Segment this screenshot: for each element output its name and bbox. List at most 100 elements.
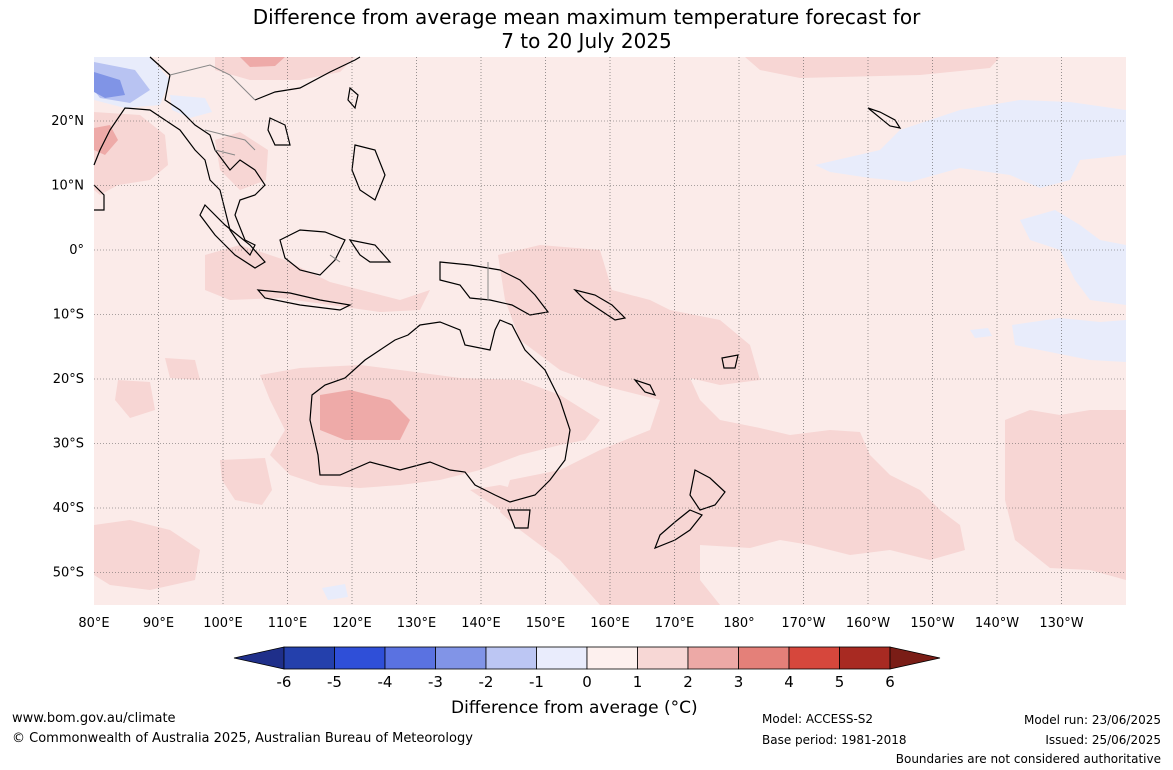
lat-tick-label: 20°N xyxy=(51,114,84,129)
anomaly-region-light-red xyxy=(165,358,200,380)
lon-tick-label: 80°E xyxy=(78,616,109,631)
anomaly-region-light-red xyxy=(220,458,272,505)
lat-tick-label: 10°S xyxy=(53,308,84,323)
lon-tick-label: 140°W xyxy=(975,616,1019,631)
colorbar-segment xyxy=(839,646,891,670)
coastlines xyxy=(93,56,902,550)
lat-tick-label: 10°N xyxy=(51,179,84,194)
anomaly-region-light-red xyxy=(115,380,155,418)
lon-tick-label: 150°W xyxy=(910,616,954,631)
model-name: Model: ACCESS-S2 xyxy=(762,712,874,726)
asia-coastline xyxy=(93,56,266,257)
map-area xyxy=(93,56,1126,605)
colorbar-segment xyxy=(435,646,487,670)
lat-tick-label: 50°S xyxy=(53,566,84,581)
lon-tick-label: 110°E xyxy=(268,616,308,631)
anomaly-region-light-blue xyxy=(815,100,1126,188)
anomaly-region-light-red xyxy=(1005,410,1126,580)
nz-north-island xyxy=(689,469,726,511)
colorbar-segment xyxy=(586,646,638,670)
anomaly-region-light-red xyxy=(94,520,200,590)
chart-title-line1: Difference from average mean maximum tem… xyxy=(252,5,921,29)
colorbar-tick: 5 xyxy=(835,673,845,691)
colorbar-tick: -5 xyxy=(327,673,342,691)
colorbar-tick: -3 xyxy=(428,673,443,691)
axis-labels: 80°E 90°E 100°E 110°E 120°E 130°E 140°E 150°E 16… xyxy=(51,114,1084,631)
lon-tick-label: 120°E xyxy=(332,616,372,631)
java-coastline xyxy=(256,289,352,311)
solomon-islands xyxy=(573,288,627,321)
lat-tick-label: 40°S xyxy=(53,501,84,516)
boundary-disclaimer: Boundaries are not considered authoritat… xyxy=(895,752,1161,766)
model-run-date: Model run: 23/06/2025 xyxy=(1023,713,1161,727)
anomaly-region-light-red xyxy=(205,245,430,312)
china-coastline xyxy=(254,56,361,101)
new-caledonia xyxy=(633,378,657,396)
lat-tick-label: 0° xyxy=(69,243,84,258)
lat-tick-label: 20°S xyxy=(53,372,84,387)
anomaly-region-light-blue xyxy=(1020,210,1126,305)
anomaly-region-light-red xyxy=(498,245,965,605)
lon-tick-label: 170°E xyxy=(655,616,695,631)
colorbar-segment xyxy=(738,646,790,670)
colorbar-label: Difference from average (°C) xyxy=(451,698,698,718)
border-line xyxy=(204,129,256,151)
colorbar-tick: 4 xyxy=(784,673,794,691)
country-borders xyxy=(169,64,489,300)
issued-date: Issued: 25/06/2025 xyxy=(1045,733,1161,747)
colorbar-tick-labels: -6 -5 -4 -3 -2 -1 0 1 2 3 4 5 6 xyxy=(277,673,895,691)
anomaly-region-light-red xyxy=(745,57,1000,78)
website-link[interactable]: www.bom.gov.au/climate xyxy=(12,711,176,726)
colorbar-tick: -4 xyxy=(378,673,393,691)
colorbar-arrow-low xyxy=(233,646,285,670)
tasmania-coastline xyxy=(507,509,531,529)
anomaly-region-mid-red xyxy=(240,57,285,67)
forecast-map: 80°E 90°E 100°E 110°E 120°E 130°E 140°E 150°E 16… xyxy=(51,56,1126,691)
border-line xyxy=(214,149,236,156)
colorbar-segment xyxy=(788,646,840,670)
anomaly-region-mid-red xyxy=(320,390,410,440)
anomaly-region-mid-red xyxy=(94,125,118,155)
lon-tick-label: 160°E xyxy=(590,616,630,631)
hainan-coastline xyxy=(267,117,291,146)
lat-tick-label: 30°S xyxy=(53,437,84,452)
sumatra-coastline xyxy=(199,203,266,269)
base-period: Base period: 1981-2018 xyxy=(762,733,907,747)
lon-tick-label: 90°E xyxy=(143,616,174,631)
colorbar-tick: 3 xyxy=(734,673,744,691)
borneo-coastline xyxy=(279,229,346,276)
colorbar xyxy=(233,646,941,670)
philippines-coastline xyxy=(351,144,386,201)
colorbar-tick: 1 xyxy=(633,673,643,691)
colorbar-segment xyxy=(485,646,537,670)
new-guinea-coastline xyxy=(439,261,550,316)
colorbar-tick: -6 xyxy=(277,673,292,691)
australia-coastline xyxy=(309,319,571,503)
anomaly-regions xyxy=(94,57,1126,605)
colorbar-tick: 2 xyxy=(683,673,693,691)
sri-lanka-coastline xyxy=(93,184,105,211)
lon-tick-label: 150°E xyxy=(526,616,566,631)
colorbar-tick: 0 xyxy=(582,673,592,691)
hawaii-islands xyxy=(867,107,902,129)
colorbar-segment xyxy=(334,646,386,670)
colorbar-tick: -2 xyxy=(479,673,494,691)
colorbar-tick: -1 xyxy=(529,673,544,691)
colorbar-arrow-high xyxy=(889,646,941,670)
anomaly-region-light-blue xyxy=(970,328,992,338)
lon-tick-label: 180° xyxy=(723,616,754,631)
anomaly-region-light-blue xyxy=(170,95,212,118)
colorbar-segment xyxy=(536,646,588,670)
colorbar-tick: 6 xyxy=(885,673,895,691)
sulawesi-coastline xyxy=(348,239,392,263)
copyright-text: © Commonwealth of Australia 2025, Austra… xyxy=(12,731,473,746)
anomaly-region-light-blue xyxy=(1012,318,1126,362)
anomaly-region-dark-blue xyxy=(94,72,125,98)
lon-tick-label: 130°E xyxy=(397,616,437,631)
lon-tick-label: 100°E xyxy=(203,616,243,631)
lon-tick-label: 140°E xyxy=(461,616,501,631)
border-line xyxy=(169,64,256,101)
lon-tick-label: 130°W xyxy=(1039,616,1083,631)
colorbar-segment xyxy=(283,646,335,670)
graticule xyxy=(94,57,1126,605)
